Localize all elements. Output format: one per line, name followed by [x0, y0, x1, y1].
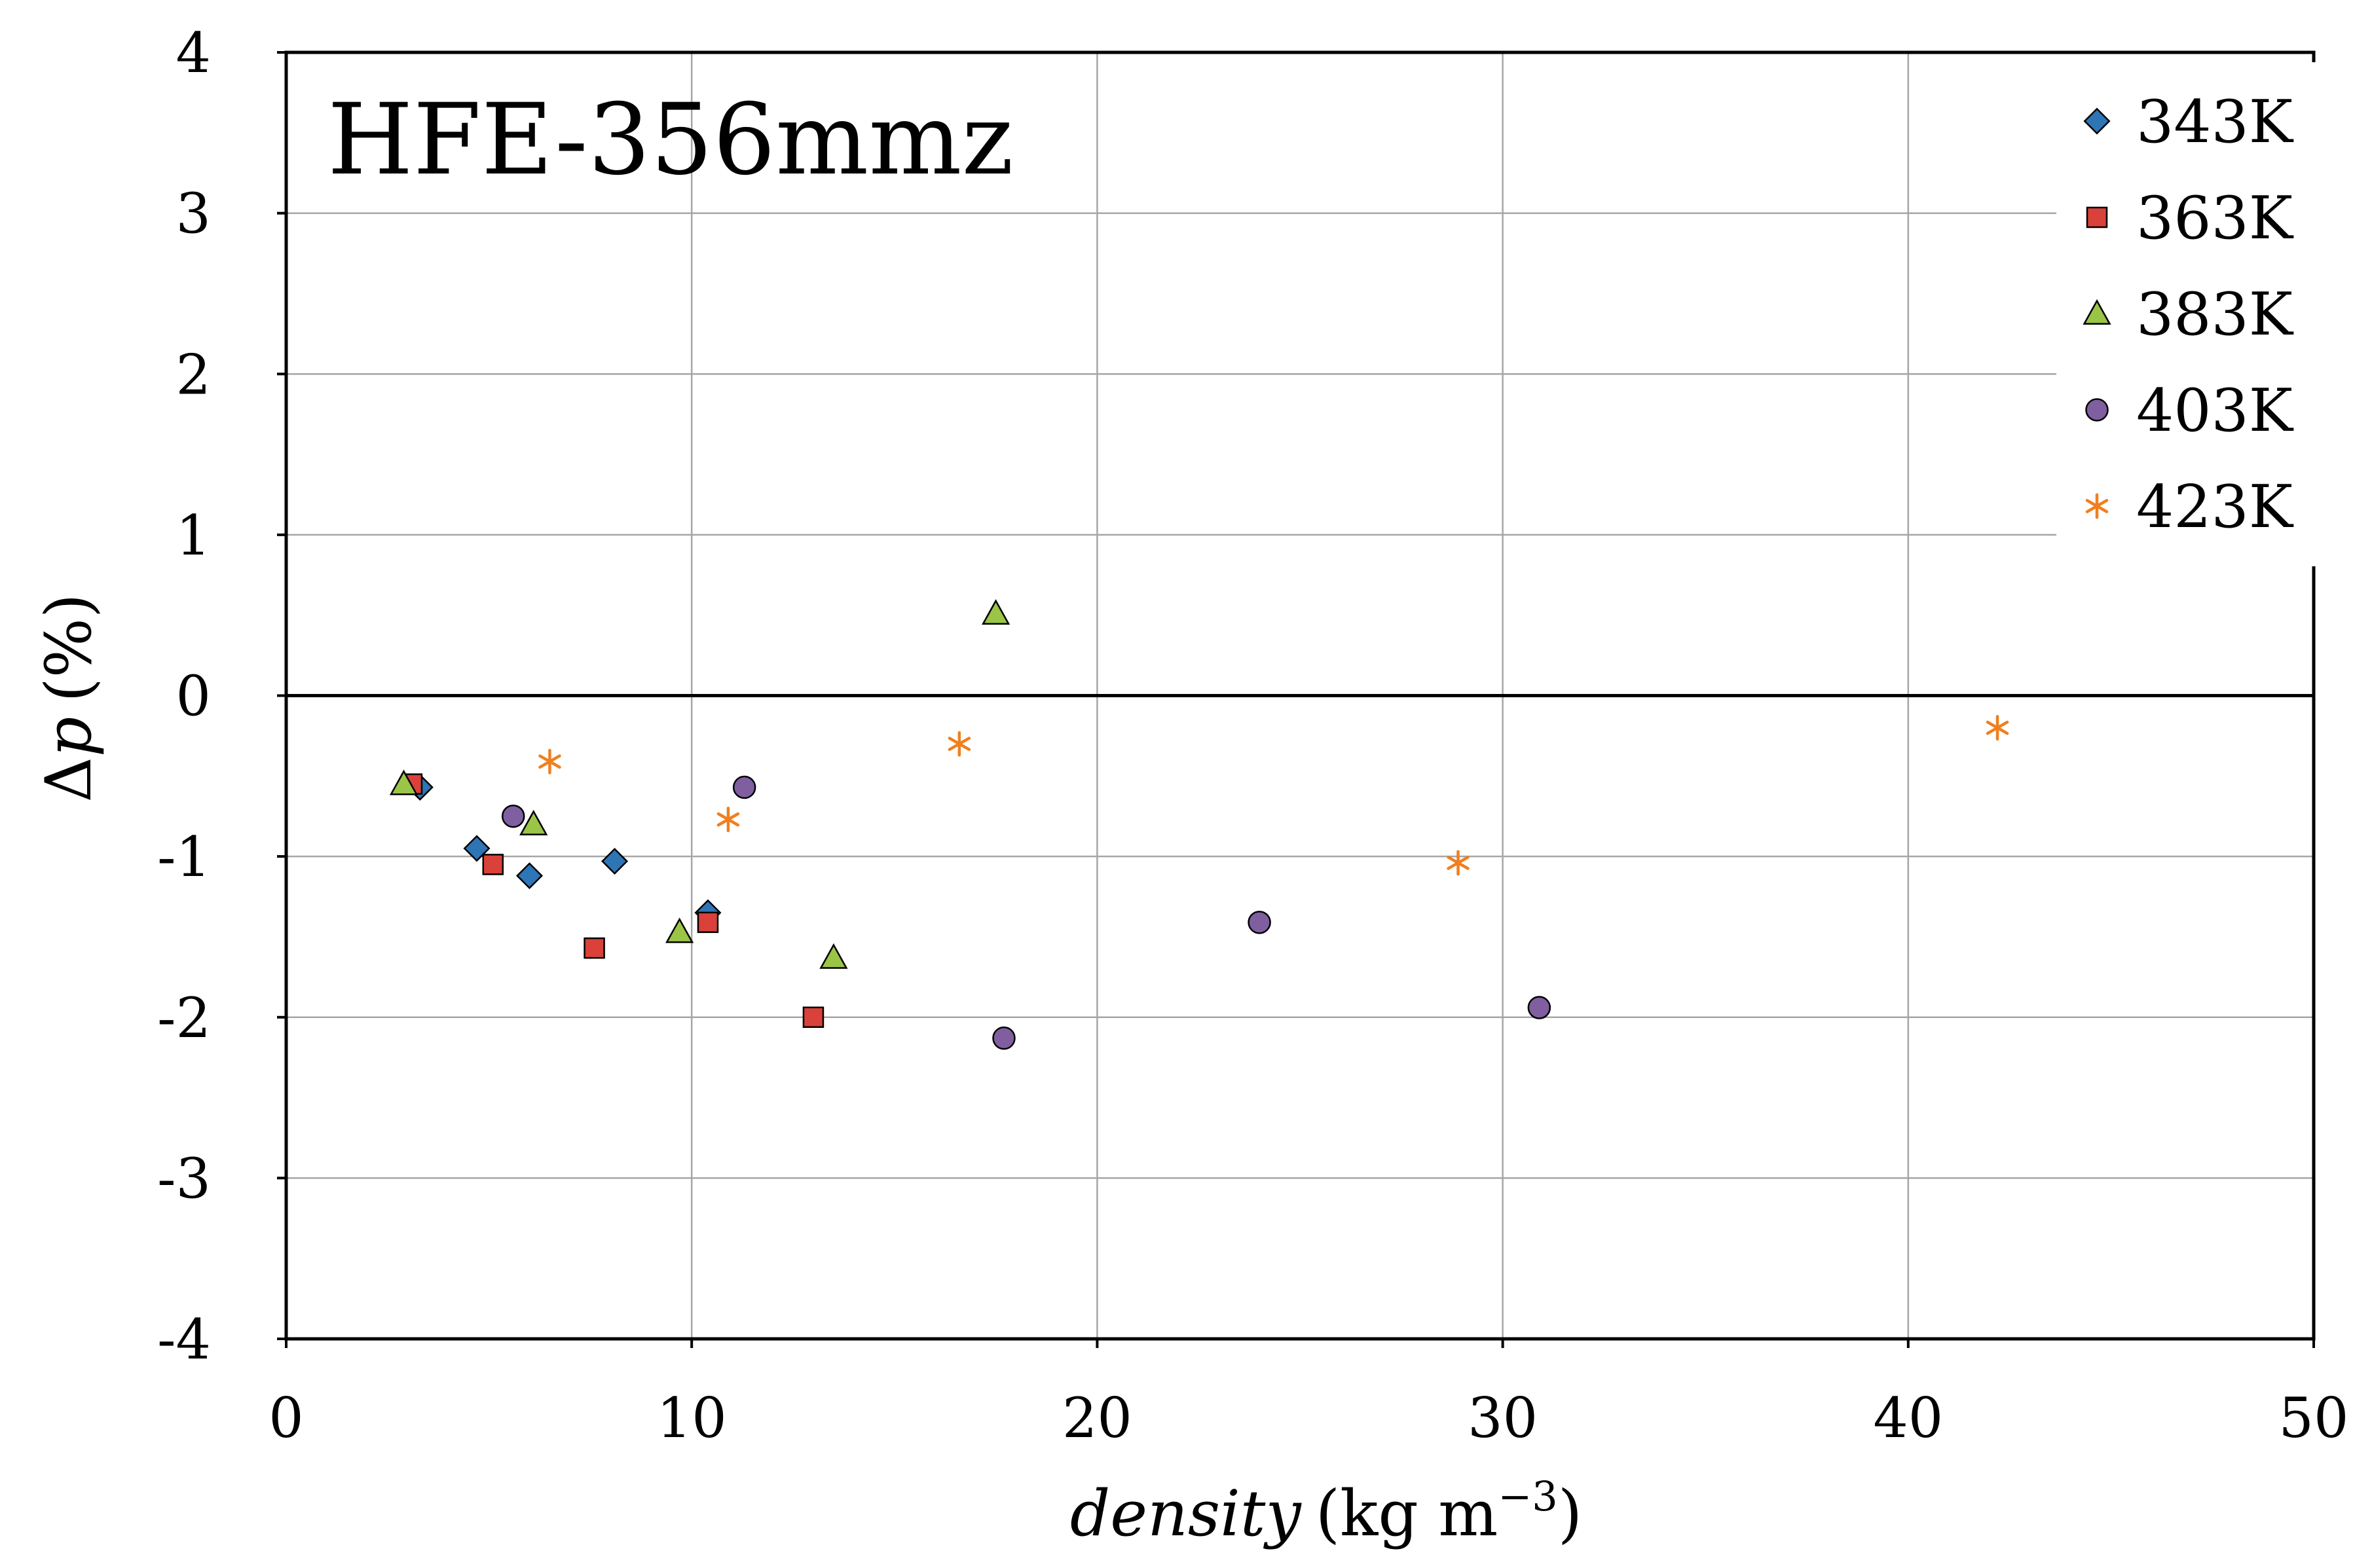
x-axis-title-unit: (kg m: [1316, 1477, 1498, 1550]
series-403K: [502, 775, 1551, 1050]
y-tick-label: -3: [157, 1146, 211, 1211]
legend-label-363K: 363K: [2136, 184, 2294, 253]
x-axis-title-close: ): [1558, 1477, 1582, 1550]
grid-lines: [286, 52, 2314, 1339]
y-tick-label: 2: [176, 342, 211, 407]
x-tick-label: 30: [1468, 1386, 1538, 1450]
x-tick-label: 40: [1873, 1386, 1943, 1450]
y-tick-label: -4: [157, 1307, 211, 1372]
legend-marker-423K: [2085, 493, 2109, 519]
data-point-403K: [732, 775, 756, 799]
chart-title: HFE-356mmz: [327, 83, 1014, 197]
y-tick-label: -1: [157, 825, 211, 889]
data-point-383K: [389, 769, 418, 795]
x-axis-title: density (kg m−3): [1070, 1472, 1582, 1550]
legend-marker-363K: [2086, 206, 2108, 228]
data-point-403K: [502, 804, 525, 828]
data-point-403K: [992, 1026, 1016, 1050]
y-tick-label: -2: [157, 986, 211, 1050]
legend-marker-383K: [2083, 299, 2111, 325]
legend-label-423K: 423K: [2136, 473, 2294, 541]
legend-label-403K: 403K: [2136, 376, 2294, 445]
y-axis-title-variable: p: [32, 717, 105, 757]
legend-marker-403K: [2085, 398, 2109, 422]
data-point-383K: [819, 943, 848, 969]
data-point-423K: [1986, 715, 2009, 741]
y-tick-label: 3: [176, 182, 211, 246]
legend-marker-343K: [2083, 107, 2111, 135]
data-point-423K: [1447, 850, 1470, 876]
y-tick-label: 1: [176, 503, 211, 568]
series-383K: [389, 599, 1010, 969]
y-axis-title-unit: (%): [32, 594, 105, 702]
series-423K: [538, 715, 2009, 876]
legend-label-343K: 343K: [2136, 88, 2294, 156]
x-tick-label: 10: [657, 1386, 727, 1450]
x-axis-title-variable: density: [1070, 1477, 1303, 1550]
data-point-383K: [665, 917, 694, 943]
tick-labels: 0 10 20 30 40 50 -4 -3 -2 -1 0 1 2 3 4: [157, 21, 2348, 1450]
data-point-383K: [519, 809, 548, 835]
data-point-423K: [948, 731, 971, 757]
data-point-363K: [584, 937, 605, 959]
data-point-343K: [516, 862, 544, 890]
x-tick-label: 50: [2279, 1386, 2349, 1450]
data-point-403K: [1527, 996, 1551, 1019]
x-tick-label: 20: [1062, 1386, 1132, 1450]
legend-label-383K: 383K: [2136, 280, 2294, 349]
data-points: [389, 599, 2009, 1050]
data-point-423K: [716, 807, 740, 833]
data-point-403K: [1248, 911, 1271, 934]
legend: 343K 363K 383K 403K 423K: [2056, 62, 2338, 566]
data-point-423K: [538, 748, 561, 775]
data-point-383K: [981, 599, 1010, 625]
y-tick-label: 4: [176, 21, 211, 85]
data-point-363K: [697, 911, 719, 934]
x-axis-title-exponent: −3: [1498, 1472, 1557, 1520]
y-axis-title: Δp (%): [32, 594, 105, 803]
data-point-343K: [601, 847, 629, 875]
y-tick-label: 0: [176, 665, 211, 729]
y-axis-title-delta: Δ: [32, 757, 105, 802]
data-point-363K: [802, 1006, 825, 1028]
data-point-363K: [482, 854, 504, 875]
x-tick-label: 0: [269, 1386, 303, 1450]
